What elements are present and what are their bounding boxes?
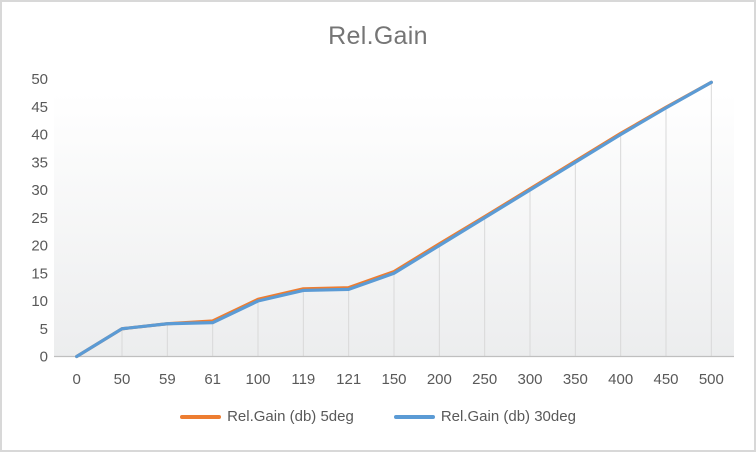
y-axis-tick-label: 5 [40, 321, 48, 338]
x-axis-tick-label: 61 [204, 371, 221, 388]
y-axis-tick-label: 40 [31, 127, 48, 144]
x-axis-tick-label: 400 [608, 371, 633, 388]
x-axis-tick-label: 50 [114, 371, 131, 388]
y-axis-tick-label: 0 [40, 349, 48, 366]
x-axis-tick-label: 121 [336, 371, 361, 388]
x-axis-tick-label: 500 [699, 371, 724, 388]
x-axis-tick-label: 0 [72, 371, 80, 388]
x-axis-tick-label: 350 [563, 371, 588, 388]
legend-item-30deg: Rel.Gain (db) 30deg [393, 408, 576, 425]
y-axis-tick-label: 30 [31, 182, 48, 199]
y-axis-tick-label: 10 [31, 293, 48, 310]
x-axis-tick-label: 300 [517, 371, 542, 388]
y-axis-tick-label: 50 [31, 71, 48, 88]
x-axis-tick-label: 59 [159, 371, 176, 388]
legend-label-5deg: Rel.Gain (db) 5deg [227, 408, 354, 425]
legend-item-5deg: Rel.Gain (db) 5deg [180, 408, 354, 425]
x-axis-tick-label: 119 [291, 371, 315, 388]
y-axis-tick-label: 35 [31, 154, 48, 171]
y-axis-tick-label: 25 [31, 210, 48, 227]
chart-title: Rel.Gain [328, 22, 428, 50]
x-axis-tick-label: 200 [427, 371, 452, 388]
x-axis-tick-label: 450 [653, 371, 678, 388]
x-axis-tick-label: 100 [245, 371, 270, 388]
y-axis-tick-label: 20 [31, 238, 48, 255]
legend-label-30deg: Rel.Gain (db) 30deg [440, 408, 576, 425]
series-line-30deg [75, 80, 713, 359]
y-axis-tick-label: 45 [31, 99, 48, 116]
x-axis-tick-label: 150 [381, 371, 406, 388]
legend-line-swatch-5deg [180, 414, 222, 419]
x-axis-tick-label: 250 [472, 371, 497, 388]
legend: Rel.Gain (db) 5deg Rel.Gain (db) 30deg [2, 408, 754, 425]
legend-line-swatch-30deg [393, 414, 435, 419]
y-axis-tick-label: 15 [31, 265, 48, 282]
